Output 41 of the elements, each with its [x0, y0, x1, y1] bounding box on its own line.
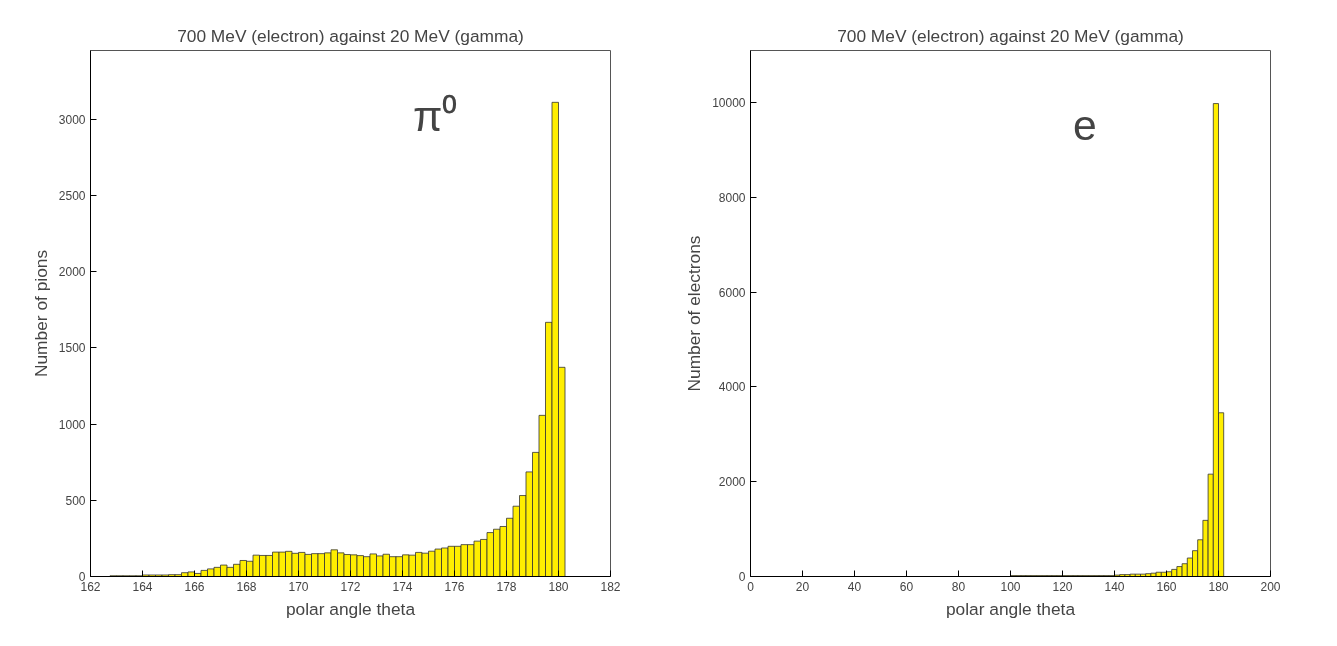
chart-title: 700 MeV (electron) against 20 MeV (gamma): [837, 25, 1184, 46]
y-tick-label: 2500: [58, 188, 86, 203]
y-tick-label: 1000: [58, 417, 86, 432]
x-axis-title: polar angle theta: [945, 598, 1076, 619]
x-tick-label: 20: [795, 579, 810, 594]
y-tick-label: 500: [65, 493, 86, 508]
x-axis-title: polar angle theta: [285, 598, 416, 619]
y-axis-title: Number of electrons: [684, 235, 705, 392]
x-tick-label: 172: [340, 579, 361, 594]
x-tick-label: 40: [847, 579, 862, 594]
x-tick-label: 160: [1156, 579, 1177, 594]
y-tick-label: 10000: [712, 96, 746, 111]
x-tick-label: 100: [1000, 579, 1021, 594]
x-tick-label: 174: [392, 579, 413, 594]
y-axis-title: Number of pions: [30, 249, 51, 378]
y-tick-label: 2000: [718, 475, 746, 490]
x-tick-label: 168: [236, 579, 257, 594]
x-tick-label: 120: [1052, 579, 1073, 594]
x-tick-label: 176: [444, 579, 465, 594]
x-tick-label: 200: [1260, 579, 1281, 594]
x-tick-label: 180: [548, 579, 569, 594]
annotation: π⁰: [412, 91, 458, 140]
y-tick-label: 0: [78, 570, 86, 584]
y-tick-label: 6000: [718, 285, 746, 300]
x-tick-label: 140: [1104, 579, 1125, 594]
y-tick-label: 1500: [58, 341, 86, 356]
x-tick-label: 182: [600, 579, 621, 594]
x-tick-label: 170: [288, 579, 309, 594]
x-tick-label: 178: [496, 579, 517, 594]
y-tick-label: 2000: [58, 265, 86, 280]
x-tick-label: 164: [132, 579, 153, 594]
x-tick-label: 180: [1208, 579, 1229, 594]
y-tick-label: 8000: [718, 190, 746, 205]
x-tick-label: 60: [899, 579, 914, 594]
y-tick-label: 0: [738, 570, 746, 584]
x-tick-label: 80: [951, 579, 966, 594]
y-tick-label: 4000: [718, 380, 746, 395]
x-tick-label: 166: [184, 579, 205, 594]
y-tick-label: 3000: [58, 112, 86, 127]
annotation: e: [1072, 100, 1097, 149]
chart-title: 700 MeV (electron) against 20 MeV (gamma): [177, 25, 524, 46]
